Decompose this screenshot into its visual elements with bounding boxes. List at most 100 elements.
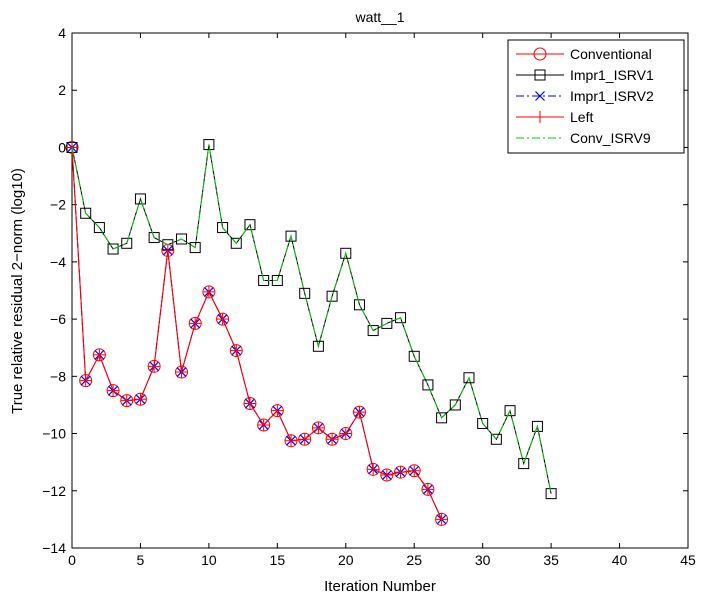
data-point xyxy=(531,420,543,432)
data-point xyxy=(340,247,352,259)
data-point xyxy=(490,433,502,445)
data-point xyxy=(216,313,229,326)
data-point xyxy=(107,243,119,255)
y-tick-label: −4 xyxy=(50,254,66,270)
data-point xyxy=(312,340,324,352)
x-axis-label: Iteration Number xyxy=(324,578,436,595)
data-point xyxy=(189,242,201,254)
x-tick-label: 0 xyxy=(68,552,76,568)
data-point xyxy=(203,139,215,151)
x-tick-label: 35 xyxy=(543,552,559,568)
series-line xyxy=(71,144,552,494)
data-point xyxy=(80,207,92,219)
data-point xyxy=(271,404,284,417)
data-point xyxy=(244,219,256,231)
y-tick-label: −8 xyxy=(50,368,66,384)
data-point xyxy=(395,312,407,324)
data-point xyxy=(148,360,161,373)
data-point xyxy=(545,488,557,500)
data-point xyxy=(367,463,380,476)
data-point xyxy=(504,405,516,417)
data-point xyxy=(161,244,174,257)
data-point xyxy=(189,317,202,330)
data-point xyxy=(202,285,215,298)
y-tick-label: −14 xyxy=(42,540,66,556)
data-point xyxy=(435,513,448,526)
y-tick-label: −12 xyxy=(42,483,66,499)
legend-label: Conventional xyxy=(570,46,652,62)
legend-item: Left xyxy=(516,109,593,125)
x-tick-label: 30 xyxy=(475,552,491,568)
data-point xyxy=(271,274,283,286)
legend-label: Impr1_ISRV2 xyxy=(570,88,654,104)
plot-area xyxy=(71,32,689,549)
data-point xyxy=(120,394,133,407)
legend-item: Impr1_ISRV1 xyxy=(516,67,654,83)
data-point xyxy=(93,222,105,234)
data-point xyxy=(285,434,298,447)
y-tick-label: 2 xyxy=(58,82,66,98)
legend-marker xyxy=(534,69,546,81)
series-impr1-isrv2 xyxy=(67,142,447,525)
data-point xyxy=(449,399,461,411)
legend: Conventional Impr1_ISRV1 Impr1_ISRV2 Left Co… xyxy=(507,39,685,154)
data-point xyxy=(257,418,270,431)
x-tick-label: 40 xyxy=(612,552,628,568)
data-point xyxy=(285,230,297,242)
series-impr1-isrv1 xyxy=(66,139,557,500)
data-point xyxy=(408,350,420,362)
y-tick-label: 4 xyxy=(58,25,66,41)
data-point xyxy=(339,427,352,440)
x-tick-label: 20 xyxy=(338,552,354,568)
legend-label: Conv_ISRV9 xyxy=(570,130,651,146)
legend-marker xyxy=(533,47,547,61)
series-line xyxy=(71,147,443,520)
legend-item: Conventional xyxy=(516,46,652,62)
y-tick-label: −10 xyxy=(42,426,66,442)
data-point xyxy=(134,393,147,406)
series-left xyxy=(66,141,448,526)
data-point xyxy=(79,374,92,387)
data-point xyxy=(421,483,434,496)
legend-label: Left xyxy=(570,109,593,125)
series-layer xyxy=(65,139,557,526)
data-point xyxy=(312,421,325,434)
series-line xyxy=(71,144,552,494)
series-conv-isrv9 xyxy=(71,144,552,494)
data-point xyxy=(299,287,311,299)
series-line xyxy=(71,147,443,520)
data-point xyxy=(436,412,448,424)
data-point xyxy=(408,464,421,477)
data-point xyxy=(121,237,133,249)
data-point xyxy=(477,418,489,430)
data-point xyxy=(353,406,366,419)
data-point xyxy=(107,384,120,397)
x-tick-label: 10 xyxy=(201,552,217,568)
chart-title: watt__1 xyxy=(354,9,404,25)
legend-marker xyxy=(535,91,545,101)
x-tick-label: 15 xyxy=(270,552,286,568)
legend-marker xyxy=(534,111,546,123)
series-conventional xyxy=(65,140,449,526)
legend-label: Impr1_ISRV1 xyxy=(570,67,654,83)
legend-item: Conv_ISRV9 xyxy=(516,130,651,146)
data-point xyxy=(93,348,106,361)
x-tick-label: 25 xyxy=(406,552,422,568)
data-point xyxy=(230,344,243,357)
data-point xyxy=(326,290,338,302)
y-tick-label: −2 xyxy=(50,197,66,213)
data-point xyxy=(134,193,146,205)
data-point xyxy=(243,397,256,410)
y-tick-label: 0 xyxy=(58,139,66,155)
y-tick-label: −6 xyxy=(50,311,66,327)
data-point xyxy=(463,372,475,384)
data-point xyxy=(394,466,407,479)
data-point xyxy=(217,222,229,234)
data-point xyxy=(518,458,530,470)
x-tick-label: 45 xyxy=(680,552,696,568)
x-tick-label: 5 xyxy=(137,552,145,568)
data-point xyxy=(230,237,242,249)
data-point xyxy=(175,366,188,379)
